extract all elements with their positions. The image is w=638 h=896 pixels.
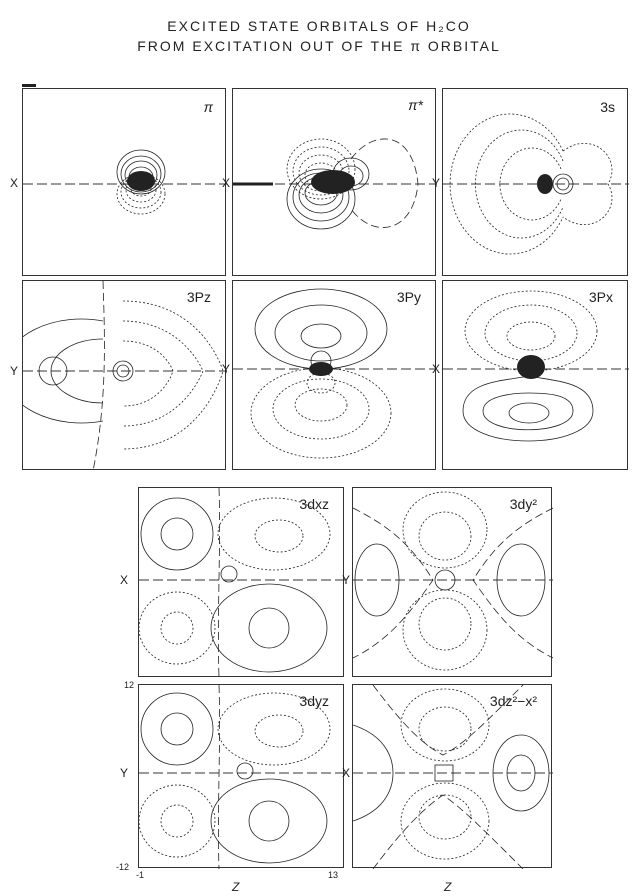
contour-plot-3px [443, 290, 629, 442]
contour-plot-3pz [23, 281, 227, 471]
panel-label: 3dz²−x² [489, 693, 537, 709]
axis-label: Y [342, 573, 351, 587]
contour-plot-3dz2-x2 [353, 685, 553, 869]
panel-label: 3s [600, 99, 615, 115]
axis-label: X [222, 176, 231, 190]
panel-3py: 3Py [232, 280, 437, 470]
contour-plot-3dy2 [353, 491, 553, 671]
panel-label: 3dxz [299, 496, 329, 512]
panel-3pz: 3Pz [22, 280, 227, 471]
axis-label: X [432, 362, 441, 376]
panel-label: 3dy² [509, 496, 537, 512]
x-axis-label-z: Z [232, 880, 240, 894]
panel-3dz2-x2: 3dz²−x² [352, 684, 553, 869]
axis-label: X [10, 176, 19, 190]
panel-label: 3dyz [299, 693, 329, 709]
panel-3dy2: 3dy² [352, 487, 553, 677]
axis-label: X [120, 573, 129, 587]
panel-label: 3Py [396, 289, 421, 305]
x-axis-label-z: Z [444, 880, 452, 894]
axis-label: Y [432, 176, 441, 190]
panel-3dyz: 3dyz [138, 684, 345, 869]
panel-pi: π [22, 88, 227, 276]
tick-label-x-left: -1 [136, 870, 145, 880]
panel-3dxz: 3dxz [138, 487, 345, 678]
panel-3px: 3Px [442, 280, 629, 470]
edge-mark [22, 84, 36, 87]
tick-label-y-top: 12 [124, 680, 135, 690]
panel-label: π* [408, 97, 423, 113]
axis-label: Y [10, 364, 19, 378]
figure-title-line-1: EXCITED STATE ORBITALS OF H₂CO [167, 18, 471, 34]
contour-plot-3py [233, 288, 437, 459]
figure-title-line-2: FROM EXCITATION OUT OF THE π ORBITAL [137, 38, 501, 54]
panel-label: π [203, 99, 213, 115]
contour-plot-3dxz [139, 488, 345, 678]
panel-pi-star: π* [232, 88, 437, 276]
panel-3s: 3s [442, 88, 629, 276]
tick-label-x-right: 13 [328, 870, 339, 880]
contour-plot-pi-star [233, 138, 437, 230]
contour-plot-3s [443, 113, 629, 255]
panel-label: 3Px [588, 289, 613, 305]
contour-plot-3dyz [139, 685, 345, 869]
axis-label: Y [120, 766, 129, 780]
axis-label: X [342, 766, 351, 780]
panel-label: 3Pz [186, 289, 211, 305]
axis-label: Y [222, 362, 231, 376]
contour-plot-pi [23, 149, 227, 215]
tick-label-y-bottom: -12 [116, 862, 130, 872]
